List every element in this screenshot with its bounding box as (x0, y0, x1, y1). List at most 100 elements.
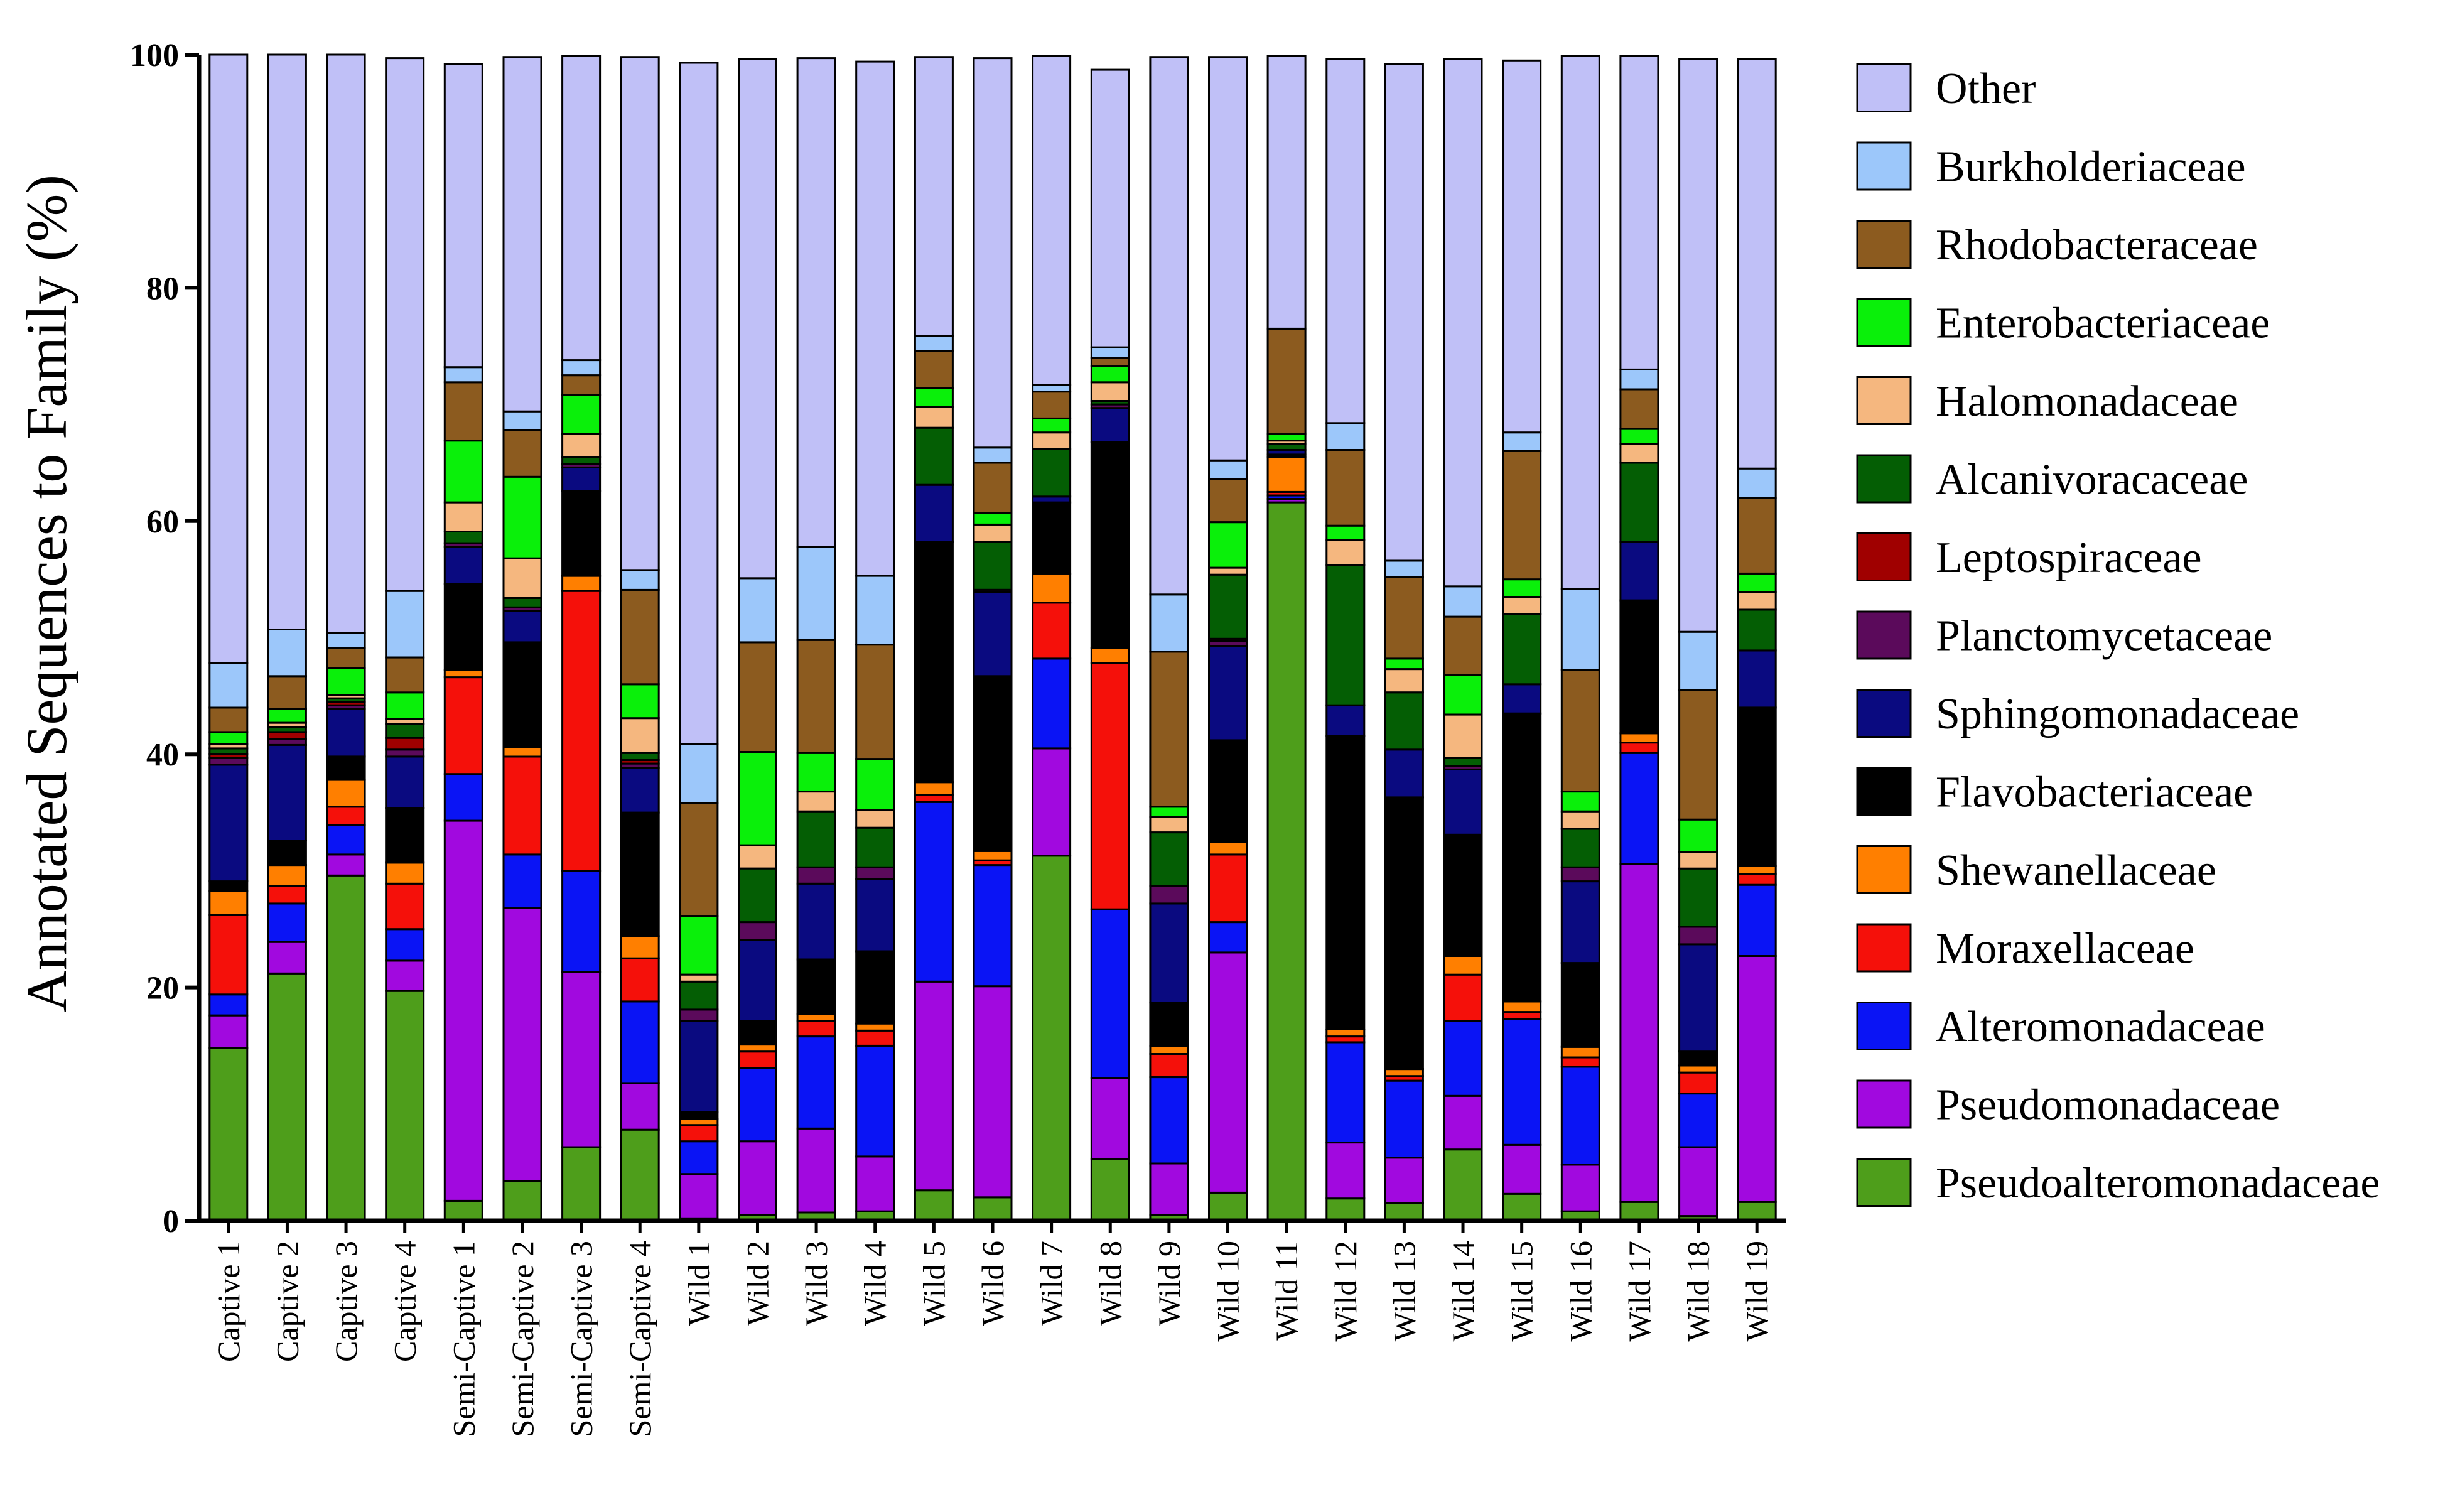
bar-segment-flavobacteriaceae-27 (1737, 706, 1777, 868)
bar-segment-sphingomonadaceae-2 (267, 743, 307, 842)
bar-segment-flavobacteriaceae-5 (443, 583, 483, 671)
bar-segment-sphingomonadaceae-12 (855, 878, 895, 953)
bar-segment-halomonadaceae-13 (914, 406, 954, 429)
bar-segment-shewanellaceae-25 (1619, 732, 1659, 744)
legend-swatch-pseudomonadaceae (1856, 1079, 1912, 1129)
bar-segment-moraxellaceae-9 (679, 1124, 719, 1143)
bar-segment-shewanellaceae-10 (738, 1044, 777, 1053)
plot-area (208, 53, 1777, 1222)
bar-segment-burkholderiaceae-27 (1737, 467, 1777, 499)
bar-segment-sphingomonadaceae-18 (1208, 645, 1248, 742)
bar-segment-enterobacteriaceae-25 (1619, 428, 1659, 445)
x-tick-label: Captive 4 (387, 1241, 423, 1362)
bar-segment-rhodobacteraceae-13 (914, 350, 954, 389)
bar-segment-alteromonadaceae-5 (443, 773, 483, 822)
bar-segment-other-21 (1384, 63, 1424, 562)
bar-segment-burkholderiaceae-20 (1325, 422, 1366, 451)
y-tick-label: 100 (130, 38, 179, 73)
bar-segment-alteromonadaceae-25 (1619, 752, 1659, 865)
bar-segment-other-12 (855, 60, 895, 577)
legend-swatch-rhodobacteraceae (1856, 220, 1912, 269)
bar-segment-planctomycetaceae-11 (796, 866, 836, 885)
x-tick-label: Wild 4 (858, 1241, 893, 1326)
bar-segment-alcanivoracaceae-5 (443, 531, 483, 544)
bar-segment-alteromonadaceae-23 (1502, 1018, 1542, 1146)
y-tick-label: 0 (163, 1204, 179, 1239)
bar-segment-flavobacteriaceae-13 (914, 541, 954, 784)
bar-segment-halomonadaceae-15 (1032, 431, 1072, 450)
x-tick-label: Wild 14 (1445, 1241, 1481, 1341)
bar-segment-rhodobacteraceae-21 (1384, 576, 1424, 660)
legend-label-alteromonadaceae: Alteromonadaceae (1936, 1003, 2265, 1051)
bar-segment-alcanivoracaceae-18 (1208, 573, 1248, 640)
bar-segment-moraxellaceae-5 (443, 676, 483, 775)
bar-segment-enterobacteriaceae-6 (502, 475, 542, 559)
bar-segment-burkholderiaceae-23 (1502, 431, 1542, 452)
bar-segment-moraxellaceae-23 (1502, 1011, 1542, 1020)
x-tick-label: Semi-Captive 4 (622, 1241, 657, 1437)
bar-segment-alteromonadaceae-7 (561, 870, 602, 974)
bar-segment-pseudoalteromonadaceae-8 (620, 1128, 660, 1222)
bar-segment-sphingomonadaceae-7 (561, 466, 602, 492)
bar-segment-shewanellaceae-17 (1149, 1045, 1189, 1055)
x-tick-label: Wild 15 (1504, 1241, 1540, 1341)
bar-segment-other-25 (1619, 55, 1659, 370)
bar-segment-flavobacteriaceae-3 (326, 755, 366, 781)
bar-segment-pseudomonadaceae-18 (1208, 951, 1248, 1194)
bar-segment-enterobacteriaceae-14 (973, 512, 1013, 526)
bar-segment-other-26 (1678, 58, 1718, 633)
bar-segment-halomonadaceae-24 (1560, 810, 1600, 830)
bar-segment-moraxellaceae-22 (1443, 973, 1483, 1022)
bar-segment-pseudomonadaceae-21 (1384, 1157, 1424, 1204)
legend-swatch-shewanellaceae (1856, 845, 1912, 894)
bar-segment-sphingomonadaceae-4 (385, 755, 425, 809)
bar-segment-shewanellaceae-26 (1678, 1064, 1718, 1074)
bar-segment-halomonadaceae-22 (1443, 713, 1483, 759)
bar-segment-moraxellaceae-7 (561, 590, 602, 872)
legend-swatch-other (1856, 63, 1912, 112)
bar-segment-other-23 (1502, 59, 1542, 434)
legend-swatch-alcanivoracaceae (1856, 454, 1912, 504)
bar-segment-rhodobacteraceae-25 (1619, 388, 1659, 430)
bar-segment-burkholderiaceae-3 (326, 632, 366, 649)
bar-segment-flavobacteriaceae-22 (1443, 833, 1483, 957)
bar-segment-enterobacteriaceae-22 (1443, 674, 1483, 716)
bar-segment-planctomycetaceae-24 (1560, 866, 1600, 883)
bar-segment-moraxellaceae-11 (796, 1020, 836, 1038)
bar-segment-sphingomonadaceae-20 (1325, 704, 1366, 737)
legend-swatch-sphingomonadaceae (1856, 689, 1912, 738)
bar-segment-alcanivoracaceae-7 (561, 456, 602, 465)
bar-segment-alteromonadaceae-1 (208, 993, 249, 1017)
legend-label-sphingomonadaceae: Sphingomonadaceae (1936, 690, 2299, 738)
bar-segment-rhodobacteraceae-14 (973, 462, 1013, 514)
bar-segment-enterobacteriaceae-20 (1325, 524, 1366, 541)
legend-label-moraxellaceae: Moraxellaceae (1936, 925, 2194, 973)
bar-segment-moraxellaceae-16 (1090, 662, 1130, 910)
x-tick-label: Captive 1 (211, 1241, 246, 1362)
bar-segment-shewanellaceae-14 (973, 850, 1013, 861)
bar-segment-other-15 (1032, 55, 1072, 386)
bar-segment-pseudomonadaceae-12 (855, 1155, 895, 1212)
bar-segment-pseudomonadaceae-23 (1502, 1143, 1542, 1195)
bar-segment-halomonadaceae-25 (1619, 443, 1659, 464)
bar-segment-flavobacteriaceae-17 (1149, 1002, 1189, 1047)
bar-segment-alteromonadaceae-2 (267, 902, 307, 943)
bar-segment-flavobacteriaceae-4 (385, 807, 425, 864)
bar-segment-pseudoalteromonadaceae-27 (1737, 1201, 1777, 1222)
bar-segment-halomonadaceae-23 (1502, 596, 1542, 615)
bar-segment-alcanivoracaceae-26 (1678, 867, 1718, 928)
legend-label-halomonadaceae: Halomonadaceae (1936, 377, 2238, 426)
bar-segment-shewanellaceae-22 (1443, 955, 1483, 976)
bar-segment-pseudoalteromonadaceae-1 (208, 1047, 249, 1222)
bar-segment-flavobacteriaceae-12 (855, 950, 895, 1025)
x-tick-label: Semi-Captive 2 (505, 1241, 540, 1437)
bar-segment-sphingomonadaceae-9 (679, 1020, 719, 1113)
bar-segment-burkholderiaceae-18 (1208, 459, 1248, 480)
bar-segment-pseudomonadaceae-3 (326, 853, 366, 877)
bar-segment-shewanellaceae-27 (1737, 865, 1777, 875)
bar-segment-halomonadaceae-6 (502, 557, 542, 599)
x-tick-label: Captive 3 (328, 1241, 364, 1362)
axes: Captive 1 Captive 2 Captive 3 Captive 4 Semi… (130, 38, 1786, 1437)
bar-segment-halomonadaceae-12 (855, 809, 895, 829)
